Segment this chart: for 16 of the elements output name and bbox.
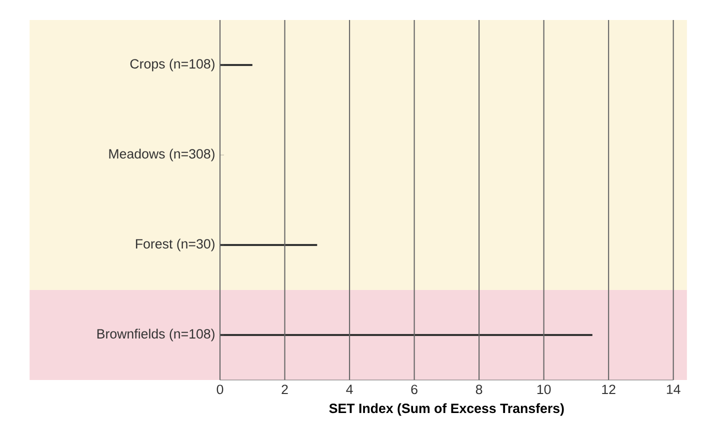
- y-tick-label: Brownfields (n=108): [97, 328, 214, 342]
- y-tick-label: Crops (n=108): [130, 58, 214, 72]
- x-tick-label: 10: [537, 384, 551, 394]
- x-tick-label: 6: [411, 384, 418, 394]
- x-tick-label: 14: [666, 384, 680, 394]
- x-tick-label: 2: [282, 384, 288, 394]
- x-tick-label: 0: [216, 384, 224, 394]
- bar: [220, 244, 318, 246]
- x-tick-label: 4: [346, 384, 353, 394]
- x-axis-title: SET Index (Sum of Excess Transfers): [329, 403, 564, 416]
- bar: [220, 334, 592, 336]
- y-tick-label: Forest (n=30): [136, 238, 214, 252]
- y-tick-label: Meadows (n=308): [109, 148, 214, 162]
- bar: [220, 64, 252, 66]
- x-tick-label: 8: [476, 384, 482, 394]
- x-tick-label: 12: [602, 384, 616, 394]
